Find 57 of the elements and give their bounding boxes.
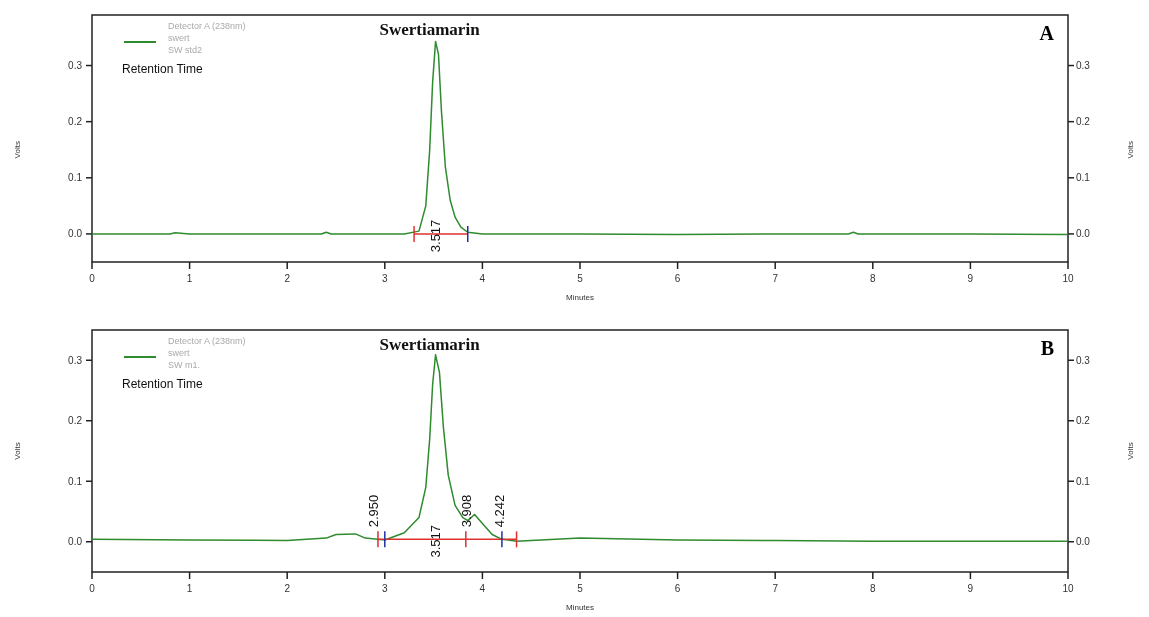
- y-tick-label: 0.1: [68, 475, 83, 487]
- y-tick-label: 0.2: [68, 415, 83, 427]
- x-tick-label: 0: [89, 273, 96, 284]
- annotation: 3.908: [459, 494, 475, 528]
- y2-tick-label: 0.3: [1076, 60, 1091, 72]
- y2-axis-title: Volts: [1126, 442, 1135, 460]
- chart-title: B: [1040, 337, 1054, 359]
- x-tick-label: 9: [967, 583, 974, 594]
- x-tick-label: 10: [1062, 273, 1074, 284]
- annotation: 4.242: [492, 494, 508, 528]
- annotation: 2.950: [365, 494, 381, 528]
- chart-title: A: [1039, 22, 1055, 44]
- y2-tick-label: 0.2: [1076, 116, 1091, 128]
- annotation: 3.517: [428, 219, 444, 253]
- x-tick-label: 8: [870, 583, 877, 594]
- x-axis-title: Minutes: [565, 603, 595, 612]
- x-tick-label: 6: [674, 273, 681, 284]
- x-tick-label: 5: [577, 583, 584, 594]
- y-tick-label: 0.0: [68, 228, 83, 240]
- x-tick-label: 10: [1062, 583, 1074, 594]
- y2-tick-label: 0.3: [1076, 354, 1091, 366]
- annotation: Swertiamarin: [379, 335, 481, 354]
- legend-title: Retention Time: [122, 62, 204, 76]
- y-axis-title: Volts: [13, 442, 22, 460]
- y2-tick-label: 0.0: [1076, 228, 1091, 240]
- x-tick-label: 0: [89, 583, 96, 594]
- annotation: 3.517: [428, 525, 444, 558]
- annotation: Swertiamarin: [379, 20, 481, 39]
- y-axis-title: Volts: [13, 141, 22, 159]
- y2-tick-label: 0.1: [1076, 475, 1091, 487]
- y2-tick-label: 0.0: [1076, 536, 1091, 548]
- x-tick-label: 4: [479, 273, 486, 284]
- x-tick-label: 2: [284, 583, 291, 594]
- y2-tick-label: 0.2: [1076, 415, 1091, 427]
- y-tick-label: 0.3: [68, 60, 83, 72]
- x-tick-label: 3: [382, 273, 389, 284]
- x-tick-label: 6: [674, 583, 681, 594]
- x-tick-label: 1: [186, 273, 193, 284]
- legend-label: Detector A (238nm) swert SW m1.: [168, 336, 246, 370]
- x-axis-title: Minutes: [565, 293, 595, 302]
- x-tick-label: 1: [186, 583, 193, 594]
- x-tick-label: 7: [772, 583, 779, 594]
- x-tick-label: 2: [284, 273, 291, 284]
- x-tick-label: 5: [577, 273, 584, 284]
- y2-axis-title: Volts: [1126, 141, 1135, 159]
- y-tick-label: 0.3: [68, 354, 83, 366]
- x-tick-label: 8: [870, 273, 877, 284]
- x-tick-label: 3: [382, 583, 389, 594]
- y2-tick-label: 0.1: [1076, 172, 1091, 184]
- y-tick-label: 0.2: [68, 116, 83, 128]
- x-tick-label: 7: [772, 273, 779, 284]
- x-tick-label: 4: [479, 583, 486, 594]
- y-tick-label: 0.1: [68, 172, 83, 184]
- legend-label: Detector A (238nm) swert SW std2: [168, 21, 246, 55]
- legend-title: Retention Time: [122, 377, 204, 391]
- y-tick-label: 0.0: [68, 536, 83, 548]
- x-tick-label: 9: [967, 273, 974, 284]
